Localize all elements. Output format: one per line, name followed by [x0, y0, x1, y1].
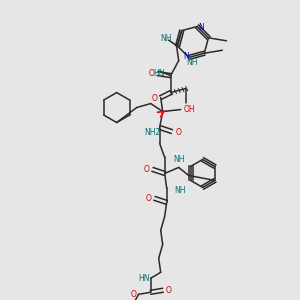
Text: OH: OH: [184, 105, 196, 114]
Text: O: O: [166, 286, 172, 295]
Text: O: O: [146, 194, 152, 203]
Text: N: N: [198, 23, 204, 32]
Text: NH: NH: [160, 34, 171, 43]
Text: O: O: [176, 128, 182, 137]
Text: HN: HN: [153, 69, 164, 78]
Text: O: O: [131, 290, 137, 299]
Text: N: N: [183, 52, 189, 61]
Text: HN: HN: [138, 274, 149, 283]
Text: O: O: [152, 94, 158, 103]
Text: NH: NH: [174, 155, 185, 164]
Text: NH: NH: [175, 186, 186, 195]
Text: O: O: [144, 165, 150, 174]
Text: NH2: NH2: [145, 128, 161, 137]
Text: O: O: [149, 69, 155, 78]
Text: NH: NH: [187, 58, 198, 67]
